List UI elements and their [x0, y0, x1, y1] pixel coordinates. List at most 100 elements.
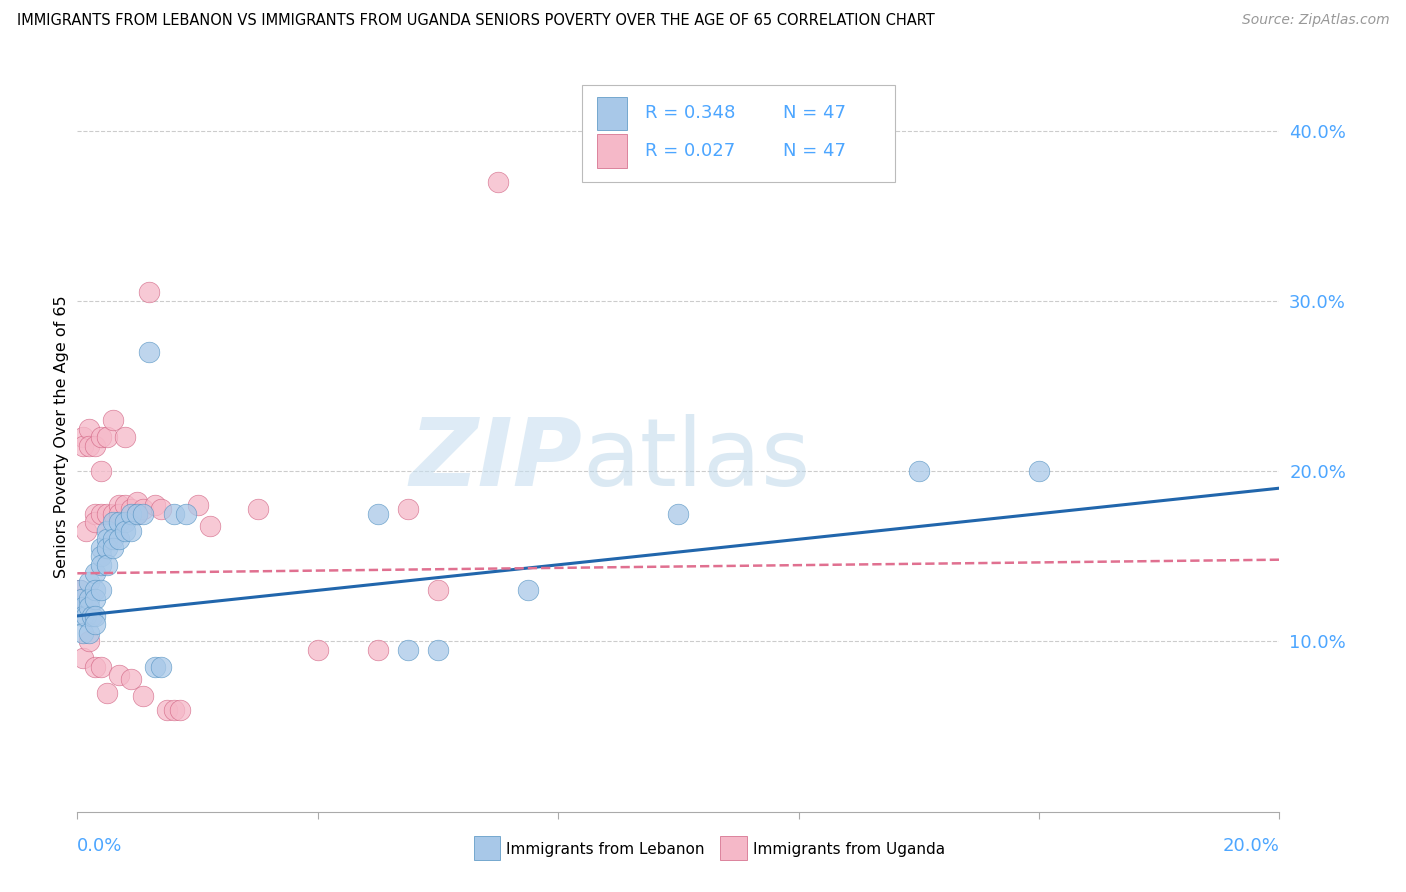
Point [396, 501, 419, 516]
Point [427, 583, 450, 598]
Point [132, 507, 155, 521]
Text: atlas: atlas [582, 414, 810, 506]
Point [84, 507, 107, 521]
Text: R = 0.027: R = 0.027 [645, 142, 735, 160]
Point [127, 507, 149, 521]
Point [90, 430, 112, 444]
Point [108, 533, 131, 547]
Point [90, 549, 112, 564]
Point [79, 439, 101, 453]
Point [169, 702, 191, 716]
Point [198, 518, 221, 533]
Point [367, 643, 389, 657]
Point [72, 430, 94, 444]
Point [84, 515, 107, 529]
Point [427, 643, 450, 657]
Point [90, 583, 112, 598]
Point [72, 600, 94, 615]
Point [162, 507, 184, 521]
Point [145, 498, 167, 512]
Point [90, 541, 112, 555]
Point [75, 608, 97, 623]
Point [1028, 464, 1050, 478]
Point [367, 507, 389, 521]
Text: Source: ZipAtlas.com: Source: ZipAtlas.com [1241, 13, 1389, 28]
Point [150, 501, 173, 516]
Point [79, 574, 101, 589]
Point [90, 507, 112, 521]
Text: IMMIGRANTS FROM LEBANON VS IMMIGRANTS FROM UGANDA SENIORS POVERTY OVER THE AGE O: IMMIGRANTS FROM LEBANON VS IMMIGRANTS FR… [17, 13, 935, 29]
Point [72, 651, 94, 665]
Point [120, 507, 142, 521]
Point [103, 541, 125, 555]
Point [69, 583, 91, 598]
Bar [596, 134, 627, 168]
Point [127, 495, 149, 509]
Point [108, 668, 131, 682]
Point [82, 608, 104, 623]
Point [69, 583, 91, 598]
Point [156, 702, 179, 716]
Point [114, 515, 136, 529]
Point [114, 524, 136, 538]
Point [72, 626, 94, 640]
Text: Immigrants from Uganda: Immigrants from Uganda [754, 842, 945, 856]
Point [84, 660, 107, 674]
Bar [596, 96, 627, 130]
Point [127, 507, 149, 521]
Point [75, 524, 97, 538]
Point [108, 507, 131, 521]
Point [108, 515, 131, 529]
Text: 20.0%: 20.0% [1223, 837, 1279, 855]
Point [90, 660, 112, 674]
Point [79, 591, 101, 606]
Point [84, 566, 107, 581]
Text: N = 47: N = 47 [783, 104, 846, 122]
Point [138, 285, 160, 300]
Text: R = 0.348: R = 0.348 [645, 104, 735, 122]
Point [150, 660, 173, 674]
Point [84, 583, 107, 598]
Point [96, 558, 118, 572]
Point [96, 507, 118, 521]
Point [120, 524, 142, 538]
Point [79, 634, 101, 648]
Point [84, 608, 107, 623]
Point [90, 464, 112, 478]
Point [70, 591, 93, 606]
Text: N = 47: N = 47 [783, 142, 846, 160]
Point [96, 533, 118, 547]
Point [70, 591, 93, 606]
Point [103, 507, 125, 521]
Point [396, 643, 419, 657]
Point [103, 515, 125, 529]
Text: 0.0%: 0.0% [77, 837, 122, 855]
Point [72, 439, 94, 453]
Point [517, 583, 540, 598]
Point [668, 507, 690, 521]
Point [174, 507, 197, 521]
Point [79, 626, 101, 640]
Bar [720, 837, 747, 861]
Point [103, 413, 125, 427]
Point [84, 591, 107, 606]
Point [120, 501, 142, 516]
Point [79, 421, 101, 435]
FancyBboxPatch shape [582, 85, 894, 182]
Y-axis label: Seniors Poverty Over the Age of 65: Seniors Poverty Over the Age of 65 [53, 296, 69, 578]
Point [72, 608, 94, 623]
Point [84, 439, 107, 453]
Point [96, 685, 118, 699]
Point [96, 524, 118, 538]
Point [162, 702, 184, 716]
Point [246, 501, 269, 516]
Point [114, 430, 136, 444]
Point [187, 498, 209, 512]
Point [132, 501, 155, 516]
Point [145, 660, 167, 674]
Point [132, 689, 155, 703]
Point [103, 533, 125, 547]
Point [96, 430, 118, 444]
Point [79, 600, 101, 615]
Text: Immigrants from Lebanon: Immigrants from Lebanon [506, 842, 704, 856]
